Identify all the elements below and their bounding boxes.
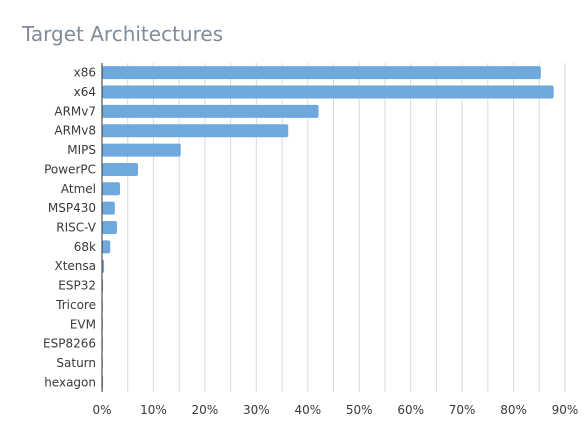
x-tick-label: 70% bbox=[449, 403, 476, 417]
category-label: EVM bbox=[70, 317, 96, 331]
x-tick-label: 0% bbox=[92, 403, 111, 417]
category-label: RISC-V bbox=[56, 221, 97, 235]
category-label: MSP430 bbox=[48, 201, 96, 215]
bar-68k bbox=[102, 240, 111, 254]
category-label: x86 bbox=[74, 66, 96, 80]
category-label: 68k bbox=[74, 240, 96, 254]
bar-x64 bbox=[102, 85, 554, 99]
bar-armv7 bbox=[102, 104, 319, 118]
category-label: ESP8266 bbox=[43, 337, 96, 351]
x-tick-label: 90% bbox=[552, 403, 579, 417]
x-tick-label: 80% bbox=[500, 403, 527, 417]
category-label: x64 bbox=[74, 85, 96, 99]
x-tick-label: 50% bbox=[346, 403, 373, 417]
category-label: Tricore bbox=[55, 298, 96, 312]
bar-atmel bbox=[102, 182, 121, 196]
category-label: hexagon bbox=[44, 375, 96, 389]
category-label: Saturn bbox=[56, 356, 96, 370]
bar-mips bbox=[102, 143, 181, 157]
category-label: PowerPC bbox=[44, 162, 96, 176]
bar-x86 bbox=[102, 66, 541, 80]
category-label: ARMv7 bbox=[54, 104, 96, 118]
x-tick-label: 20% bbox=[192, 403, 219, 417]
category-label: Xtensa bbox=[54, 259, 96, 273]
x-tick-layer: 0% 10% 20% 30% 40% 50% 60% 70% 80% 90% bbox=[92, 403, 578, 417]
category-label: MIPS bbox=[67, 143, 96, 157]
x-tick-label: 40% bbox=[294, 403, 321, 417]
category-label: ARMv8 bbox=[54, 124, 96, 138]
bar-xtensa bbox=[102, 259, 105, 273]
category-label: ESP32 bbox=[58, 279, 96, 293]
category-label-layer: x86 x64 ARMv7 ARMv8 MIPS PowerPC Atmel MSP430 RI… bbox=[43, 66, 97, 390]
bar-powerpc bbox=[102, 162, 139, 176]
bar-armv8 bbox=[102, 124, 289, 138]
x-tick-label: 30% bbox=[243, 403, 270, 417]
category-label: Atmel bbox=[61, 182, 96, 196]
bar-msp430 bbox=[102, 201, 115, 215]
x-tick-label: 60% bbox=[397, 403, 424, 417]
bar-layer bbox=[102, 66, 554, 389]
x-tick-label: 10% bbox=[140, 403, 167, 417]
chart-title: Target Architectures bbox=[22, 22, 224, 46]
bar-risc-v bbox=[102, 221, 117, 234]
